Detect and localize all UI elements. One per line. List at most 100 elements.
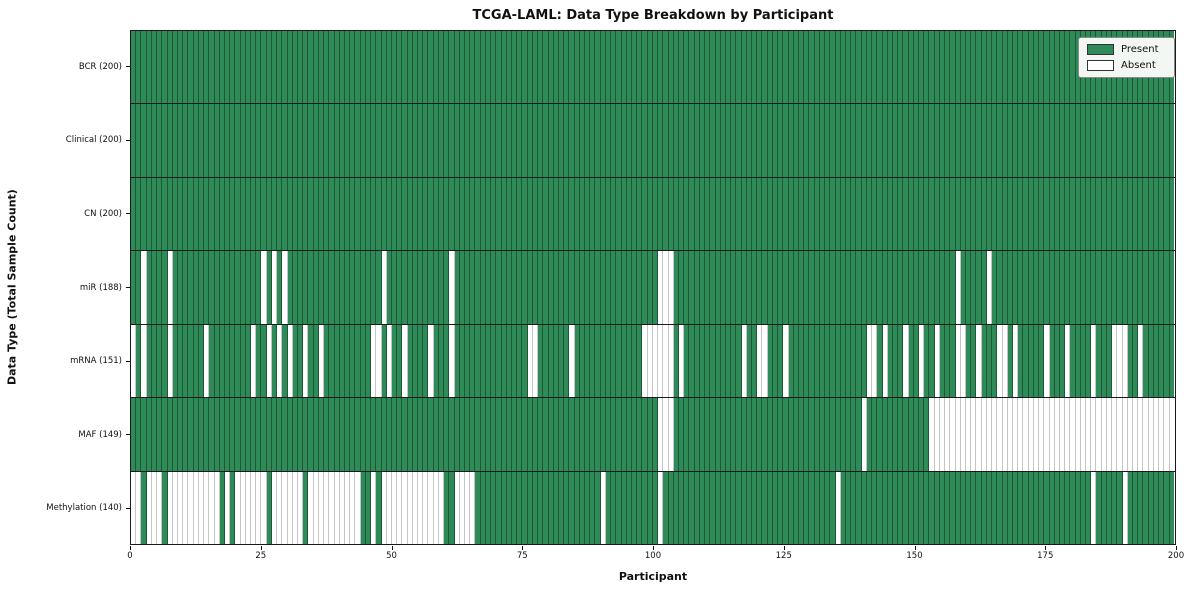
heatmap-cell — [1028, 471, 1034, 544]
heatmap-cell — [517, 471, 523, 544]
heatmap-cell — [371, 398, 377, 471]
heatmap-cell — [934, 31, 940, 104]
heatmap-cell — [934, 104, 940, 177]
heatmap-cell — [1044, 104, 1050, 177]
heatmap-cell — [157, 398, 163, 471]
heatmap-cell — [339, 31, 345, 104]
heatmap-cell — [778, 398, 784, 471]
heatmap-cell — [501, 398, 507, 471]
heatmap-cell — [851, 251, 857, 324]
heatmap-cell — [538, 251, 544, 324]
heatmap-cell — [162, 104, 168, 177]
heatmap-cell — [277, 31, 283, 104]
heatmap-cell — [1039, 471, 1045, 544]
heatmap-cell — [538, 31, 544, 104]
heatmap-cell — [339, 177, 345, 251]
heatmap-cell — [950, 324, 956, 398]
heatmap-cell — [219, 31, 225, 104]
heatmap-cell — [658, 324, 664, 398]
heatmap-cell — [214, 251, 220, 324]
heatmap-cell — [188, 324, 194, 398]
heatmap-row — [131, 398, 1175, 472]
heatmap-cell — [245, 177, 252, 251]
heatmap-cell — [866, 104, 873, 177]
heatmap-cell — [1138, 177, 1144, 251]
heatmap-cell — [986, 471, 993, 544]
heatmap-cell — [595, 398, 601, 471]
heatmap-cell — [1164, 177, 1170, 251]
heatmap-cell — [339, 398, 345, 471]
heatmap-cell — [209, 324, 215, 398]
heatmap-cell — [292, 251, 298, 324]
heatmap-cell — [1049, 177, 1055, 251]
heatmap-cell — [511, 398, 518, 471]
heatmap-cell — [365, 251, 372, 324]
heatmap-cell — [459, 104, 465, 177]
heatmap-cell — [240, 251, 246, 324]
heatmap-cell — [459, 251, 465, 324]
heatmap-cell — [1075, 324, 1081, 398]
heatmap-cell — [924, 31, 930, 104]
heatmap-row — [131, 177, 1175, 252]
heatmap-cell — [1007, 471, 1013, 544]
heatmap-cell — [1143, 251, 1149, 324]
heatmap-cell — [835, 177, 841, 251]
heatmap-cell — [412, 177, 419, 251]
heatmap-cell — [355, 471, 361, 544]
heatmap-cell — [371, 177, 377, 251]
heatmap-cell — [438, 31, 445, 104]
heatmap-cell — [1133, 177, 1139, 251]
heatmap-cell — [611, 251, 617, 324]
heatmap-cell — [1148, 471, 1154, 544]
heatmap-cell — [235, 398, 241, 471]
heatmap-cell — [1086, 324, 1092, 398]
heatmap-cell — [449, 177, 455, 251]
heatmap-cell — [334, 398, 340, 471]
heatmap-cell — [397, 251, 403, 324]
heatmap-cell — [177, 398, 184, 471]
heatmap-cell — [548, 104, 554, 177]
heatmap-cell — [762, 31, 768, 104]
x-axis-title: Participant — [618, 570, 688, 583]
heatmap-cell — [131, 251, 137, 324]
heatmap-cell — [1039, 324, 1045, 398]
heatmap-cell — [1075, 398, 1081, 471]
x-tick-mark — [260, 546, 262, 550]
heatmap-cell — [261, 177, 267, 251]
heatmap-cell — [365, 104, 372, 177]
heatmap-cell — [459, 324, 465, 398]
heatmap-cell — [1059, 398, 1066, 471]
heatmap-cell — [428, 398, 434, 471]
heatmap-cell — [224, 398, 231, 471]
heatmap-cell — [658, 251, 664, 324]
heatmap-cell — [308, 324, 314, 398]
heatmap-cell — [386, 177, 392, 251]
heatmap-cell — [480, 31, 486, 104]
heatmap-cell — [433, 177, 439, 251]
heatmap-cell — [720, 398, 726, 471]
heatmap-cell — [412, 104, 419, 177]
heatmap-cell — [527, 398, 533, 471]
heatmap-cell — [339, 104, 345, 177]
heatmap-cell — [193, 471, 199, 544]
heatmap-cell — [1127, 398, 1133, 471]
heatmap-cell — [736, 398, 742, 471]
heatmap-cell — [1070, 251, 1076, 324]
heatmap-cell — [788, 324, 794, 398]
heatmap-cell — [491, 471, 497, 544]
heatmap-cell — [616, 104, 622, 177]
heatmap-cell — [1091, 471, 1097, 544]
heatmap-cell — [966, 324, 972, 398]
heatmap-cell — [924, 471, 930, 544]
heatmap-cell — [131, 31, 137, 104]
heatmap-cell — [731, 398, 737, 471]
heatmap-cell — [318, 31, 325, 104]
heatmap-cell — [736, 251, 742, 324]
heatmap-cell — [188, 398, 194, 471]
heatmap-cell — [308, 398, 314, 471]
heatmap-cell — [887, 177, 893, 251]
heatmap-cell — [600, 177, 606, 251]
heatmap-cell — [256, 177, 262, 251]
heatmap-cell — [329, 324, 335, 398]
heatmap-cell — [929, 177, 935, 251]
